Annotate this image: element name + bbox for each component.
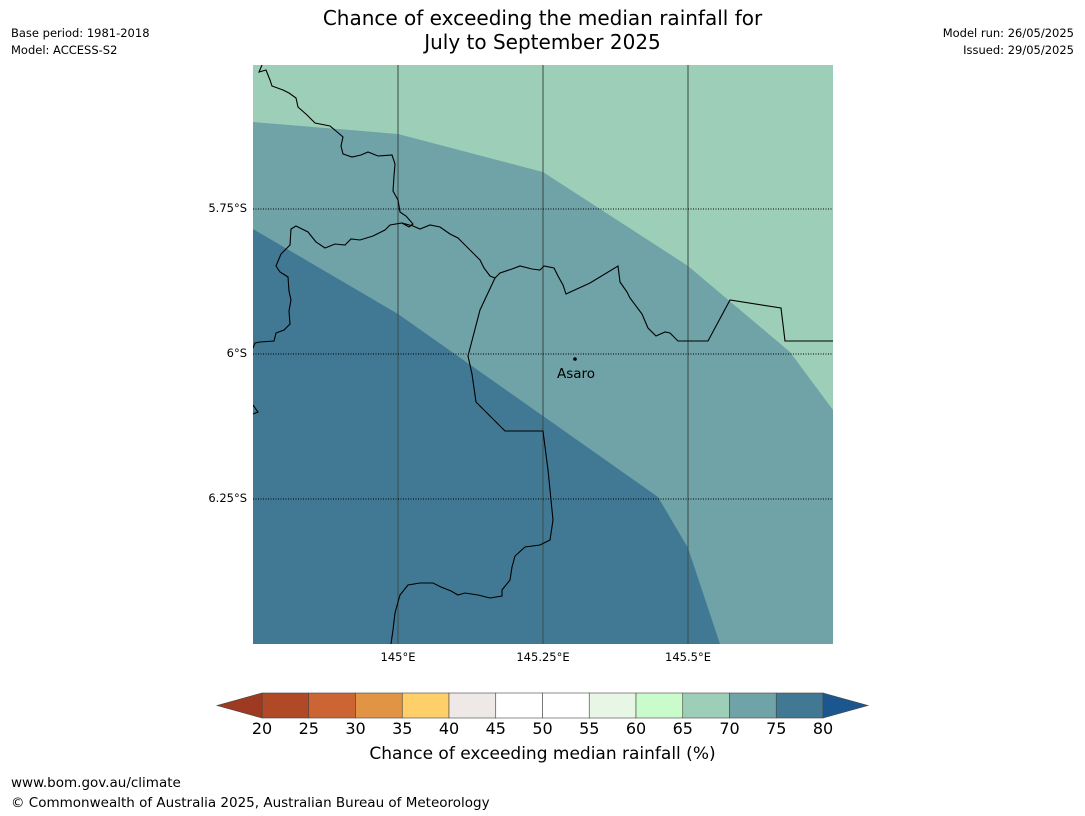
band-75-80	[253, 229, 720, 644]
colorbar-tick-label: 60	[625, 719, 647, 738]
title-line-1: Chance of exceeding the median rainfall …	[322, 6, 763, 30]
meta-info-left: Base period: 1981-2018 Model: ACCESS-S2	[11, 25, 150, 59]
colorbar-label: Chance of exceeding median rainfall (%)	[369, 744, 716, 764]
colorbar-tick-label: 45	[485, 719, 506, 738]
model-run-text: Model run: 26/05/2025	[942, 26, 1074, 40]
rainfall-map: Asaro	[253, 65, 833, 644]
lon-label-145-25: 145.25°E	[516, 650, 570, 664]
colorbar-tick-label: 75	[766, 719, 787, 738]
colorbar-tick-label: 30	[345, 719, 366, 738]
colorbar-tick-label: 80	[812, 719, 834, 738]
chart-title: Chance of exceeding the median rainfall …	[0, 6, 1085, 54]
base-period-text: Base period: 1981-2018	[11, 26, 150, 40]
colorbar-tick-label: 40	[438, 719, 460, 738]
title-line-2: July to September 2025	[424, 30, 661, 54]
issued-text: Issued: 29/05/2025	[963, 43, 1074, 57]
lon-label-145: 145°E	[380, 650, 416, 664]
model-text: Model: ACCESS-S2	[11, 43, 118, 57]
lat-label-6: 6°S	[226, 346, 247, 360]
asaro-label: Asaro	[557, 366, 595, 382]
lat-label-5-75: 5.75°S	[208, 201, 247, 215]
colorbar-tick-label: 70	[719, 719, 740, 738]
asaro-marker	[573, 357, 577, 361]
colorbar-tick-label: 65	[672, 719, 693, 738]
colorbar-tick-label: 55	[579, 719, 600, 738]
colorbar-tick-label: 50	[532, 719, 553, 738]
lat-label-6-25: 6.25°S	[208, 491, 247, 505]
colorbar-tick-label: 35	[392, 719, 413, 738]
colorbar-tick-label: 25	[298, 719, 319, 738]
footer-copyright: © Commonwealth of Australia 2025, Austra…	[11, 795, 490, 811]
colorbar-tick-label: 20	[251, 719, 273, 738]
meta-info-right: Model run: 26/05/2025 Issued: 29/05/2025	[943, 25, 1074, 59]
footer-url[interactable]: www.bom.gov.au/climate	[11, 775, 181, 791]
lon-label-145-5: 145.5°E	[665, 650, 711, 664]
province-boundaries	[253, 65, 833, 644]
